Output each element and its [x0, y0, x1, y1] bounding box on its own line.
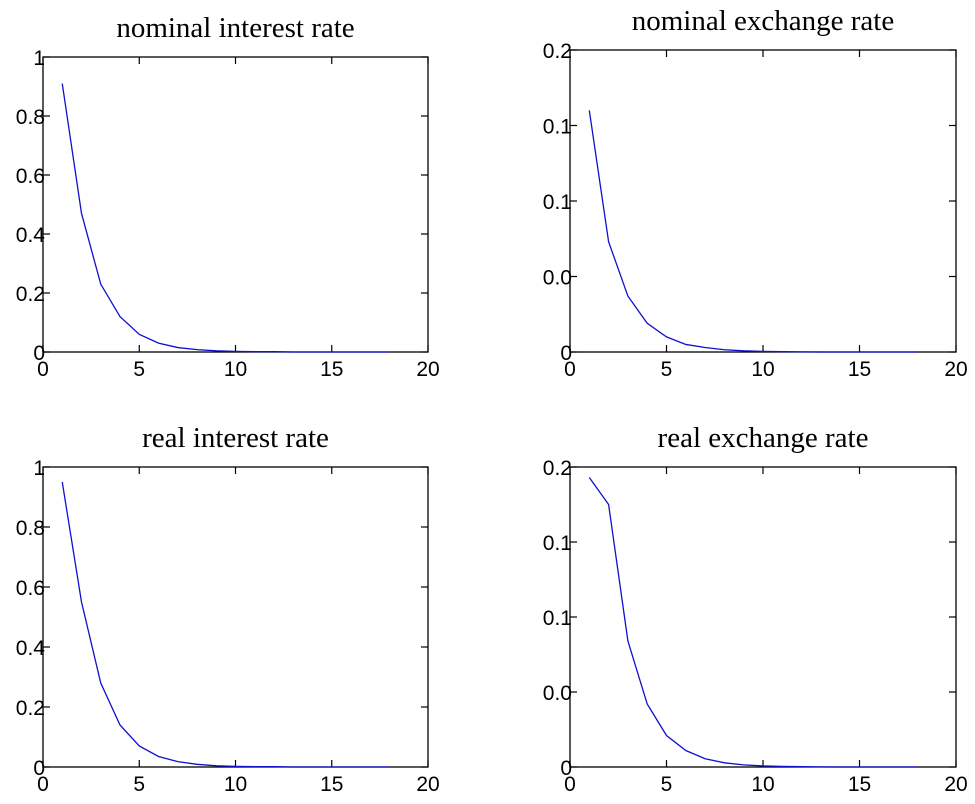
x-tick-label: 0	[564, 358, 576, 381]
subplot-3: real interest rate 0 5 10 15 20 0 0.2 0.4 0.6 0.8 1	[16, 422, 440, 796]
x-tick-label: 0	[37, 358, 49, 381]
x-tick-label: 20	[944, 773, 967, 796]
x-tick-label: 20	[416, 773, 439, 796]
axes-frame	[42, 466, 429, 768]
x-tick-label: 10	[751, 773, 774, 796]
subplot-title: real exchange rate	[658, 422, 869, 454]
x-tick-label: 10	[224, 773, 247, 796]
axes-frame	[569, 49, 957, 353]
x-tick-label: 5	[133, 358, 145, 381]
subplot-title: nominal exchange rate	[632, 5, 895, 37]
y-tick-label: 0.1	[543, 607, 572, 630]
y-tick-label: 0.0	[543, 682, 572, 705]
y-tick-label: 0.6	[16, 165, 45, 188]
y-tick-label: 0	[560, 342, 572, 365]
y-tick-label: 0.2	[543, 457, 572, 480]
y-tick-label: 0.1	[543, 532, 572, 555]
subplot-4: real exchange rate 0 5 10 15 20 0 0.0 0.1 0.1 0.2	[543, 422, 968, 796]
series-line	[61, 83, 390, 353]
x-tick-label: 20	[944, 358, 967, 381]
y-tick-label: 0.1	[543, 116, 572, 139]
series-line	[588, 110, 918, 353]
series-line	[61, 481, 390, 768]
y-tick-label: 0.2	[16, 283, 45, 306]
y-tick-label: 1	[33, 457, 45, 480]
y-tick-label: 0.8	[16, 106, 45, 129]
y-tick-label: 0.2	[543, 40, 572, 63]
x-tick-label: 20	[416, 358, 439, 381]
subplot-1: nominal interest rate 0 5 10 15 20 0 0.2 0.4 0.6 0…	[16, 12, 440, 381]
x-tick-label: 0	[37, 773, 49, 796]
x-tick-label: 15	[320, 773, 343, 796]
x-tick-label: 15	[848, 358, 871, 381]
y-tick-label: 1	[33, 47, 45, 70]
axes-frame	[42, 56, 429, 353]
y-tick-label: 0.4	[16, 224, 46, 247]
y-tick-label: 0.1	[543, 191, 572, 214]
subplot-title: nominal interest rate	[116, 12, 354, 44]
x-tick-label: 5	[661, 358, 673, 381]
subplot-2: nominal exchange rate 0 5 10 15 20 0 0.0 0.1 0.1 0…	[543, 5, 968, 381]
x-tick-label: 5	[661, 773, 673, 796]
y-tick-label: 0.8	[16, 517, 45, 540]
x-tick-label: 0	[564, 773, 576, 796]
y-tick-label: 0	[33, 342, 45, 365]
x-tick-label: 5	[133, 773, 145, 796]
y-tick-label: 0.6	[16, 577, 45, 600]
x-tick-label: 15	[848, 773, 871, 796]
series-line	[588, 477, 918, 768]
y-tick-label: 0	[33, 757, 45, 780]
subplot-title: real interest rate	[142, 422, 329, 454]
y-tick-label: 0.2	[16, 697, 45, 720]
x-tick-label: 15	[320, 358, 343, 381]
x-tick-label: 10	[751, 358, 774, 381]
y-tick-label: 0	[560, 757, 572, 780]
y-tick-label: 0.4	[16, 637, 46, 660]
axes-frame	[569, 466, 957, 768]
x-tick-label: 10	[224, 358, 247, 381]
y-tick-label: 0.0	[543, 267, 572, 290]
